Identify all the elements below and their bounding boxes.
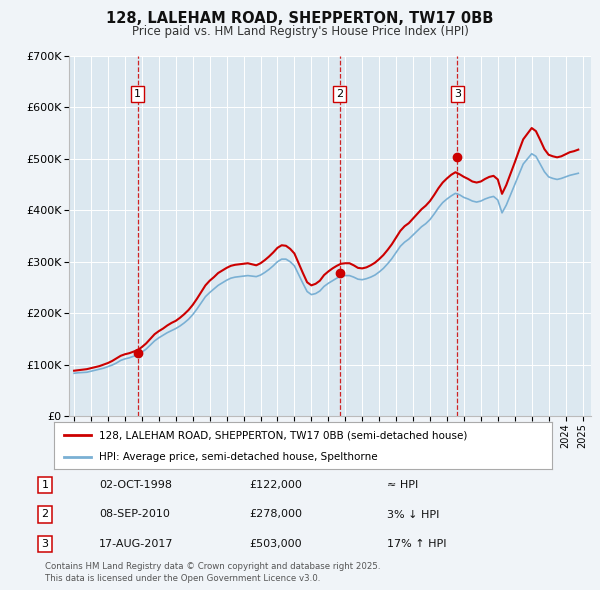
Text: 2: 2 [41,510,49,519]
Text: £503,000: £503,000 [249,539,302,549]
Text: 17-AUG-2017: 17-AUG-2017 [99,539,173,549]
Text: 128, LALEHAM ROAD, SHEPPERTON, TW17 0BB: 128, LALEHAM ROAD, SHEPPERTON, TW17 0BB [106,11,494,27]
Text: Contains HM Land Registry data © Crown copyright and database right 2025.
This d: Contains HM Land Registry data © Crown c… [45,562,380,583]
Text: 128, LALEHAM ROAD, SHEPPERTON, TW17 0BB (semi-detached house): 128, LALEHAM ROAD, SHEPPERTON, TW17 0BB … [99,430,467,440]
Text: 02-OCT-1998: 02-OCT-1998 [99,480,172,490]
Text: 2: 2 [336,89,343,99]
Text: HPI: Average price, semi-detached house, Spelthorne: HPI: Average price, semi-detached house,… [99,453,377,462]
Text: 3: 3 [454,89,461,99]
Text: 3% ↓ HPI: 3% ↓ HPI [387,510,439,519]
Text: 1: 1 [134,89,141,99]
Text: 1: 1 [41,480,49,490]
Text: Price paid vs. HM Land Registry's House Price Index (HPI): Price paid vs. HM Land Registry's House … [131,25,469,38]
Text: 3: 3 [41,539,49,549]
Text: £122,000: £122,000 [249,480,302,490]
Text: ≈ HPI: ≈ HPI [387,480,418,490]
Text: £278,000: £278,000 [249,510,302,519]
Text: 08-SEP-2010: 08-SEP-2010 [99,510,170,519]
Text: 17% ↑ HPI: 17% ↑ HPI [387,539,446,549]
